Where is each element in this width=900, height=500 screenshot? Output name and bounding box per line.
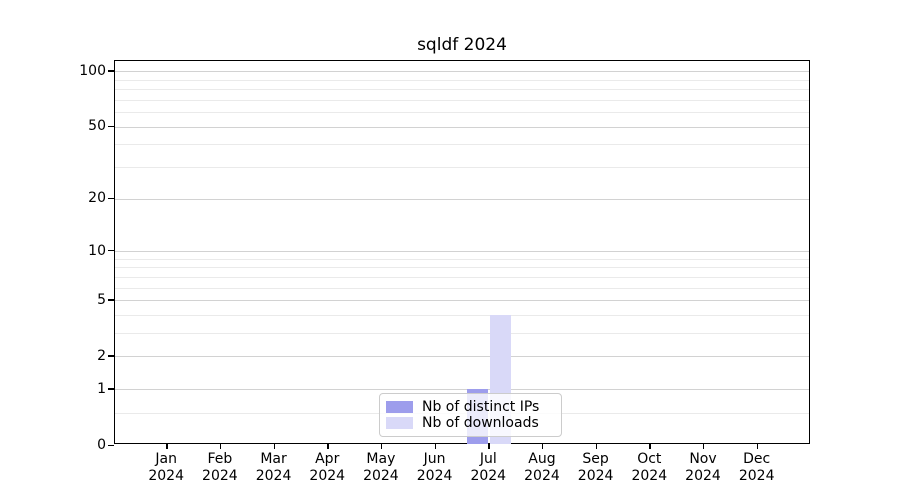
x-tick-label: Feb 2024 bbox=[190, 451, 250, 485]
x-tick-year: 2024 bbox=[309, 468, 346, 484]
minor-gridline bbox=[115, 267, 809, 268]
y-tick-label: 2 bbox=[97, 347, 106, 364]
x-tick-label: Dec 2024 bbox=[727, 451, 787, 485]
minor-gridline bbox=[115, 144, 809, 145]
x-tick-year: 2024 bbox=[363, 468, 399, 484]
y-tick bbox=[108, 125, 114, 128]
x-tick-month: Oct bbox=[637, 451, 662, 467]
x-tick-label: Jan 2024 bbox=[136, 451, 196, 485]
x-tick bbox=[649, 444, 651, 449]
minor-gridline bbox=[115, 333, 809, 334]
major-gridline bbox=[115, 127, 809, 128]
x-tick bbox=[166, 444, 168, 449]
legend: Nb of distinct IPs Nb of downloads bbox=[379, 393, 562, 437]
y-tick-label: 1 bbox=[97, 380, 106, 397]
x-tick-label: Oct 2024 bbox=[619, 451, 679, 485]
chart-title: sqldf 2024 bbox=[417, 35, 507, 55]
x-tick-month: Jun bbox=[423, 451, 446, 467]
y-tick bbox=[108, 197, 114, 199]
y-tick-label: 0 bbox=[97, 437, 106, 453]
x-tick-label: Apr 2024 bbox=[297, 451, 357, 485]
plot-area bbox=[114, 60, 810, 444]
y-tick-label: 20 bbox=[88, 190, 106, 207]
x-tick-month: Sep bbox=[582, 451, 609, 467]
x-tick-year: 2024 bbox=[631, 468, 668, 484]
minor-gridline bbox=[115, 89, 809, 90]
x-tick-month: Apr bbox=[315, 451, 340, 467]
x-tick-year: 2024 bbox=[577, 468, 614, 484]
x-tick-label: Jul 2024 bbox=[458, 451, 518, 485]
x-tick bbox=[273, 444, 275, 449]
x-tick-month: Aug bbox=[528, 451, 556, 467]
x-tick-label: Mar 2024 bbox=[244, 451, 304, 485]
x-tick bbox=[488, 444, 490, 449]
x-tick bbox=[327, 444, 329, 449]
major-gridline bbox=[115, 300, 809, 301]
x-tick-year: 2024 bbox=[202, 468, 238, 484]
y-tick bbox=[108, 250, 114, 252]
x-tick-month: Dec bbox=[743, 451, 771, 467]
x-tick-label: Jun 2024 bbox=[405, 451, 465, 485]
x-tick-year: 2024 bbox=[148, 468, 184, 484]
x-tick-label: Aug 2024 bbox=[512, 451, 572, 485]
minor-gridline bbox=[115, 80, 809, 81]
x-tick-month: May bbox=[366, 451, 396, 467]
minor-gridline bbox=[115, 277, 809, 278]
major-gridline bbox=[115, 389, 809, 390]
legend-item-distinct-ips: Nb of distinct IPs bbox=[386, 399, 553, 415]
x-tick bbox=[380, 444, 383, 449]
x-tick-month: Mar bbox=[260, 451, 287, 467]
x-tick-month: Feb bbox=[207, 451, 233, 467]
y-tick bbox=[108, 388, 114, 390]
x-tick bbox=[756, 444, 759, 449]
minor-gridline bbox=[115, 288, 809, 289]
y-tick bbox=[108, 299, 114, 301]
legend-label-downloads: Nb of downloads bbox=[422, 415, 539, 431]
x-tick bbox=[595, 444, 598, 449]
x-tick-year: 2024 bbox=[255, 468, 292, 484]
minor-gridline bbox=[115, 167, 809, 168]
minor-gridline bbox=[115, 259, 809, 260]
y-tick bbox=[108, 70, 114, 72]
y-tick bbox=[108, 444, 114, 446]
bars-layer bbox=[115, 61, 809, 444]
x-tick-label: Sep 2024 bbox=[566, 451, 626, 485]
y-tick-label: 10 bbox=[88, 242, 106, 259]
major-gridline bbox=[115, 199, 809, 200]
minor-gridline bbox=[115, 100, 809, 101]
y-tick-label: 50 bbox=[88, 118, 106, 135]
x-tick-year: 2024 bbox=[685, 468, 721, 484]
y-tick-label: 5 bbox=[97, 291, 106, 308]
legend-label-distinct-ips: Nb of distinct IPs bbox=[422, 399, 540, 415]
major-gridline bbox=[115, 71, 809, 72]
x-tick-year: 2024 bbox=[416, 468, 453, 484]
x-tick-month: Jan bbox=[155, 451, 177, 467]
x-tick bbox=[541, 444, 544, 449]
legend-item-downloads: Nb of downloads bbox=[386, 415, 553, 431]
y-tick-label: 100 bbox=[79, 62, 106, 79]
minor-gridline bbox=[115, 112, 809, 113]
x-tick-month: Nov bbox=[689, 451, 717, 467]
x-tick-year: 2024 bbox=[524, 468, 560, 484]
y-tick bbox=[108, 355, 114, 357]
x-tick bbox=[703, 444, 705, 449]
x-tick-month: Jul bbox=[479, 451, 497, 467]
gridlines bbox=[115, 61, 809, 443]
x-tick bbox=[434, 444, 436, 449]
legend-swatch-downloads-icon bbox=[386, 417, 413, 429]
major-gridline bbox=[115, 356, 809, 357]
minor-gridline bbox=[115, 315, 809, 316]
x-tick-year: 2024 bbox=[738, 468, 775, 484]
x-tick-label: Nov 2024 bbox=[673, 451, 733, 485]
legend-swatch-distinct-ips-icon bbox=[386, 401, 413, 413]
x-tick bbox=[219, 444, 222, 449]
x-tick-label: May 2024 bbox=[351, 451, 411, 485]
major-gridline bbox=[115, 251, 809, 252]
x-tick-year: 2024 bbox=[470, 468, 507, 484]
